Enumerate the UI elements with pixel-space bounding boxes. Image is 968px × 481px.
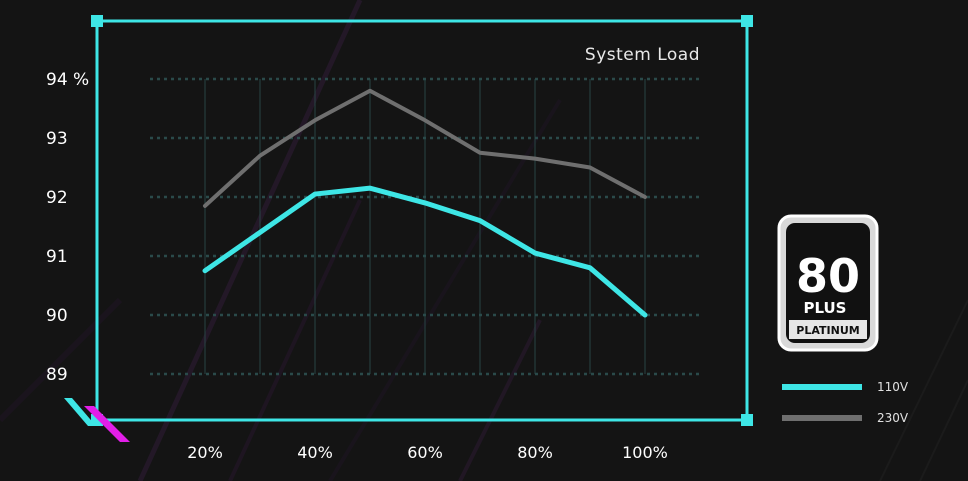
legend-label-110v: 110V (877, 380, 909, 394)
y-axis-labels: 89 90 91 92 93 94 % (46, 70, 89, 385)
badge-number: 80 (796, 249, 860, 303)
badge-plus: PLUS (803, 299, 846, 317)
x-tick-label: 80% (517, 443, 553, 462)
y-tick-label: 92 (46, 188, 68, 208)
x-axis-labels: 20% 40% 60% 80% 100% (187, 443, 668, 462)
y-tick-label: 89 (46, 365, 68, 385)
chart-series (202, 88, 648, 318)
series-line-110v (202, 185, 648, 318)
x-tick-label: 20% (187, 443, 223, 462)
x-tick-label: 40% (297, 443, 333, 462)
chart-frame (64, 15, 753, 442)
series-line-230v (203, 88, 647, 208)
badge-tier: PLATINUM (796, 324, 859, 337)
chart-legend: 110V 230V (782, 380, 909, 425)
y-tick-label: 91 (46, 247, 68, 267)
chart-grid (150, 77, 700, 376)
80-plus-platinum-badge: 80 PLUS PLATINUM (777, 214, 879, 352)
y-tick-label: 93 (46, 129, 68, 149)
x-tick-label: 60% (407, 443, 443, 462)
y-tick-label: 94 % (46, 70, 89, 90)
y-tick-label: 90 (46, 306, 68, 326)
chart-title: System Load (585, 45, 700, 65)
x-tick-label: 100% (622, 443, 668, 462)
legend-label-230v: 230V (877, 411, 909, 425)
